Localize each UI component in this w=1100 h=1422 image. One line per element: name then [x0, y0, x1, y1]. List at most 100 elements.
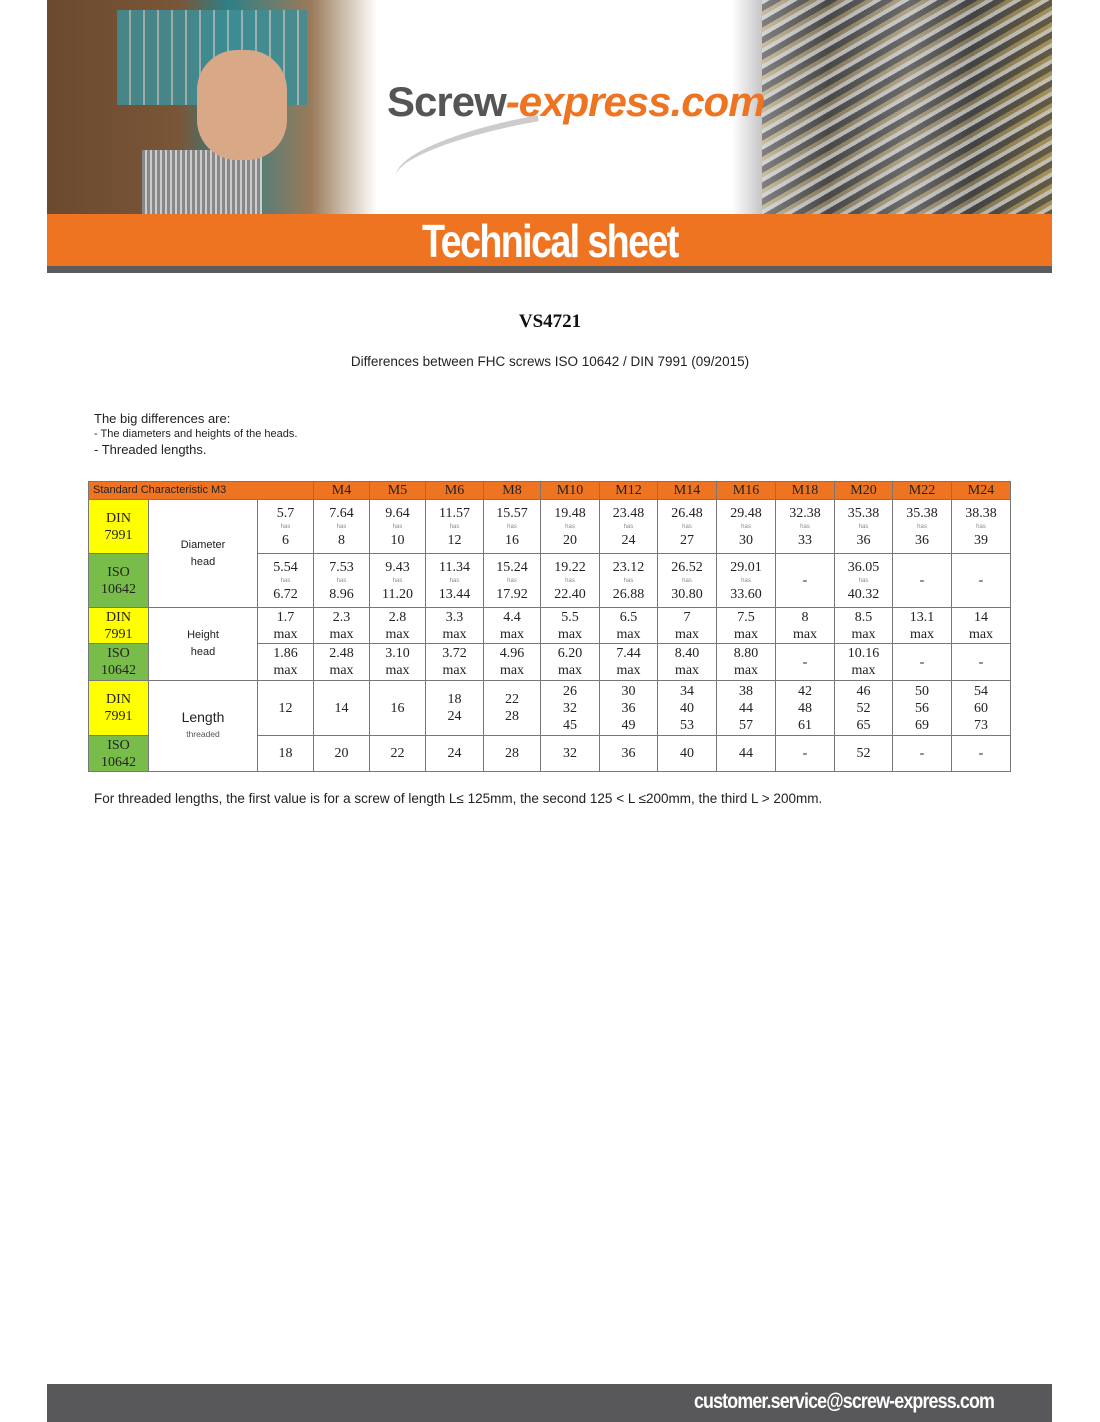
value-text: 7.5 [737, 609, 755, 625]
value-text: max [616, 663, 641, 678]
value-cell: 6.20 max [540, 643, 600, 681]
value-text: 27 [680, 532, 694, 548]
value-cell: 14 [313, 680, 370, 736]
value-text: - [978, 573, 984, 588]
value-cell: 2.3 max [313, 607, 370, 644]
size-label: M24 [967, 483, 995, 498]
size-header-m14: M14 [657, 481, 717, 500]
value-text: 38 [739, 683, 753, 699]
value-text: 10.16 [847, 646, 880, 661]
value-text: 22 [390, 746, 405, 761]
value-cell: 1.7 max [257, 607, 314, 644]
value-cell: - [892, 553, 952, 608]
range-separator: has [449, 577, 460, 584]
value-text: max [909, 626, 935, 642]
standard-iso: ISO 10642 [88, 643, 149, 681]
standard-number: 10642 [101, 663, 136, 678]
value-text: 36 [621, 700, 636, 716]
value-cell: 5.54 has 6.72 [257, 553, 314, 608]
value-text: 60 [974, 700, 988, 716]
value-text: 35.38 [847, 505, 880, 521]
value-text: 8.40 [674, 646, 700, 661]
value-text: 40 [680, 700, 694, 716]
value-text: max [329, 663, 354, 678]
value-text: - [802, 654, 808, 670]
standard-din: DIN 7991 [88, 607, 149, 644]
standard-name: ISO [107, 646, 130, 661]
range-separator: has [336, 577, 347, 584]
value-text: 44 [739, 700, 753, 716]
value-text: 18 [447, 692, 462, 707]
value-cell: 38.38 has 39 [951, 499, 1011, 554]
size-header-m12: M12 [599, 481, 658, 500]
standard-name: ISO [107, 737, 130, 753]
table-row-length-din: DIN 7991 Length threaded 12 14 16 18 24 22 28 26 32 4… [88, 680, 1011, 772]
value-text: 15.57 [496, 505, 528, 521]
value-cell: 26 32 45 [540, 680, 600, 736]
value-cell: 7.64 has 8 [313, 499, 370, 554]
contact-email: customer.service@screw-express.com [693, 1390, 995, 1413]
range-separator: has [507, 577, 517, 584]
value-text: max [968, 626, 994, 642]
value-cell: 7 max [657, 607, 717, 644]
value-cell: 2.48 max [313, 643, 370, 681]
table-row-height-iso: ISO 10642 1.86 max 2.48 max 3.10 max 3.72 max 4.96… [88, 643, 1011, 681]
range-separator: has [280, 577, 291, 584]
size-label: M20 [850, 483, 877, 498]
value-cell: 42 48 61 [775, 680, 835, 736]
value-cell: 1.86 max [257, 643, 314, 681]
value-text: 29.01 [730, 559, 762, 575]
value-text: - [802, 746, 808, 761]
size-header-m8: M8 [483, 481, 541, 500]
value-cell: 36.05 has 40.32 [834, 553, 893, 608]
value-cell: 4.96 max [483, 643, 541, 681]
size-label: M12 [615, 483, 642, 498]
value-cell: 29.01 has 33.60 [716, 553, 776, 608]
value-text: max [273, 663, 298, 678]
value-cell: 52 [834, 735, 893, 772]
value-text: 30.80 [671, 586, 703, 602]
size-header-m5: M5 [369, 481, 426, 500]
value-text: 5.5 [561, 609, 579, 625]
value-text: max [442, 626, 467, 642]
value-text: 57 [739, 717, 753, 733]
standard-din: DIN 7991 [88, 680, 149, 736]
value-text: 24 [621, 532, 636, 548]
standard-name: ISO [107, 564, 130, 580]
logo-text-main: Screw [387, 78, 507, 125]
value-cell: 19.48 has 20 [540, 499, 600, 554]
value-cell: 4.4 max [483, 607, 541, 644]
value-text: 7.44 [616, 646, 641, 661]
size-header-m6: M6 [425, 481, 484, 500]
range-separator: has [565, 523, 575, 530]
value-text: max [851, 626, 876, 642]
value-cell: 38 44 57 [716, 680, 776, 736]
value-text: 38.38 [965, 505, 997, 521]
standard-number: 7991 [104, 709, 133, 724]
table-row-diameter-din: DIN 7991 Diameter head 5.7 has 6 7.64 has 8 9.64 ha… [88, 499, 1011, 608]
document-code: VS4721 [518, 311, 582, 332]
value-cell: 18 24 [425, 680, 484, 736]
value-text: - [802, 573, 808, 588]
value-text: 36 [856, 532, 871, 548]
range-separator: has [682, 523, 692, 530]
characteristic-name: Length [181, 709, 225, 725]
logo-text-accent: -express.com [505, 78, 766, 125]
characteristic-length: Length threaded [148, 680, 258, 772]
value-cell: 22 [369, 735, 426, 772]
value-text: 5.54 [273, 559, 298, 575]
value-text: 26 [563, 683, 577, 699]
value-cell: 19.22 has 22.40 [540, 553, 600, 608]
value-text: 13.1 [909, 609, 935, 625]
value-text: 6 [282, 532, 289, 548]
value-text: 12 [447, 532, 462, 548]
value-cell: 3.10 max [369, 643, 426, 681]
range-separator: has [449, 523, 460, 530]
value-text: 9.64 [385, 505, 410, 521]
value-text: 34 [680, 683, 694, 699]
comparison-table: Standard Characteristic M3 M4 M5 M6 M8 M10 M12… [88, 481, 1011, 772]
size-header-m20: M20 [834, 481, 893, 500]
value-text: 69 [915, 717, 929, 733]
standard-number: 7991 [104, 527, 133, 543]
value-text: - [919, 573, 925, 588]
